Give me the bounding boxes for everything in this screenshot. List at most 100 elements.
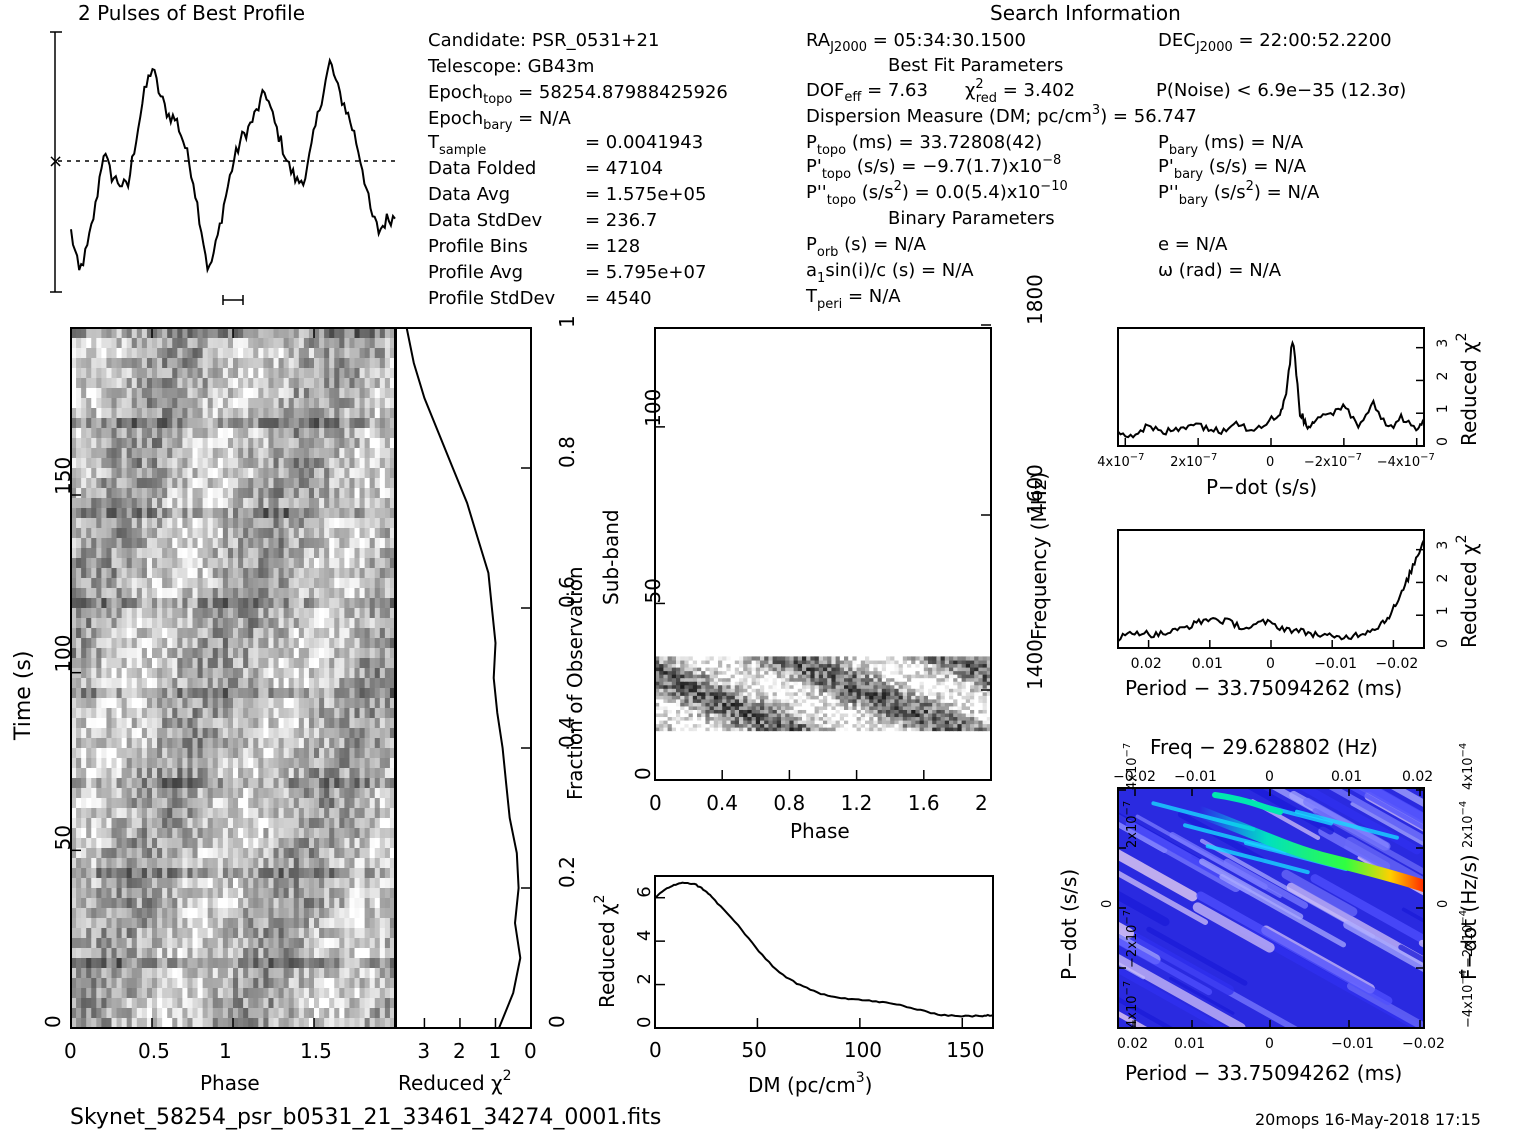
heatmap-cell (308, 828, 315, 839)
time-phase-ytick: 50 (51, 825, 75, 850)
heatmap-cell (136, 678, 143, 689)
heatmap-cell (131, 738, 138, 749)
heatmap-cell (253, 498, 259, 509)
heatmap-cell (207, 828, 214, 839)
heatmap-cell (177, 848, 183, 859)
heatmap-cell (91, 458, 97, 469)
subband-cell (688, 723, 694, 728)
profile-marker-icon: × (48, 151, 63, 172)
heatmap-cell (329, 598, 335, 609)
heatmap-cell (334, 328, 340, 339)
heatmap-cell (354, 858, 361, 869)
heatmap-cell (131, 748, 138, 759)
heatmap-cell (141, 418, 148, 429)
heatmap-cell (268, 768, 275, 779)
heatmap-cell (106, 518, 113, 529)
subband-cell (982, 719, 988, 725)
heatmap-cell (182, 708, 189, 719)
heatmap-cell (146, 998, 153, 1009)
heatmap-cell (349, 438, 356, 449)
heatmap-cell (71, 748, 77, 759)
heatmap-cell (121, 648, 128, 659)
heatmap-cell (71, 878, 77, 889)
heatmap-cell (314, 568, 320, 579)
heatmap-cell (334, 738, 340, 749)
heatmap-cell (111, 898, 118, 909)
heatmap-cell (329, 1018, 335, 1029)
heatmap-cell (288, 858, 295, 869)
heatmap-cell (339, 838, 345, 849)
heatmap-cell (384, 698, 391, 709)
heatmap-cell (202, 408, 209, 419)
heatmap-cell (288, 628, 295, 639)
heatmap-cell (96, 848, 102, 859)
heatmap-cell (227, 478, 234, 489)
heatmap-cell (131, 648, 138, 659)
info-row-label: Profile Bins (428, 236, 528, 257)
heatmap-cell (324, 968, 330, 979)
heatmap-cell (81, 698, 87, 709)
subband-cell (961, 719, 967, 725)
heatmap-cell (197, 648, 204, 659)
subband-cell (764, 709, 769, 714)
heatmap-cell (233, 328, 239, 339)
subband-cell (776, 712, 782, 718)
heatmap-cell (324, 828, 330, 839)
heatmap-cell (233, 748, 239, 759)
heatmap-cell (177, 918, 183, 929)
heatmap-cell (324, 448, 330, 459)
epoch-bary-line: Epochbary = N/A (428, 108, 571, 133)
heatmap-cell (364, 418, 371, 429)
subband-cell (680, 727, 685, 732)
heatmap-cell (364, 888, 371, 899)
heatmap-cell (298, 398, 305, 409)
heatmap-cell (379, 888, 386, 899)
heatmap-cell (308, 968, 315, 979)
heatmap-cell (344, 978, 351, 989)
heatmap-cell (136, 938, 143, 949)
heatmap-cell (71, 758, 77, 769)
heatmap-cell (248, 858, 254, 869)
heatmap-cell (71, 368, 77, 379)
heatmap-cell (81, 918, 87, 929)
heatmap-cell (293, 868, 300, 879)
heatmap-cell (111, 968, 118, 979)
heatmap-cell (187, 788, 194, 799)
heatmap-cell (298, 788, 305, 799)
heatmap-cell (121, 788, 128, 799)
heatmap-cell (152, 678, 158, 689)
heatmap-cell (303, 698, 310, 709)
heatmap-cell (243, 978, 249, 989)
heatmap-cell (303, 678, 310, 689)
heatmap-cell (136, 408, 143, 419)
heatmap-cell (162, 688, 168, 699)
heatmap-cell (172, 478, 178, 489)
heatmap-cell (96, 678, 102, 689)
heatmap-cell (298, 688, 305, 699)
heatmap-cell (359, 798, 366, 809)
subband-cell (911, 723, 916, 728)
heatmap-cell (263, 408, 270, 419)
heatmap-cell (207, 448, 214, 459)
heatmap-cell (86, 338, 92, 349)
heatmap-cell (101, 578, 108, 589)
heatmap-cell (202, 848, 209, 859)
heatmap-cell (359, 738, 366, 749)
heatmap-cell (379, 908, 386, 919)
heatmap-cell (126, 658, 133, 669)
heatmap-cell (217, 328, 224, 339)
heatmap-cell (187, 638, 194, 649)
heatmap-cell (359, 808, 366, 819)
heatmap-cell (339, 788, 345, 799)
heatmap-cell (354, 538, 361, 549)
heatmap-cell (96, 478, 102, 489)
heatmap-cell (157, 498, 163, 509)
heatmap-cell (278, 628, 285, 639)
heatmap-cell (222, 508, 229, 519)
heatmap-cell (136, 858, 143, 869)
heatmap-cell (136, 458, 143, 469)
heatmap-cell (192, 358, 199, 369)
subband-cell (852, 719, 858, 725)
heatmap-cell (136, 738, 143, 749)
heatmap-cell (273, 698, 280, 709)
